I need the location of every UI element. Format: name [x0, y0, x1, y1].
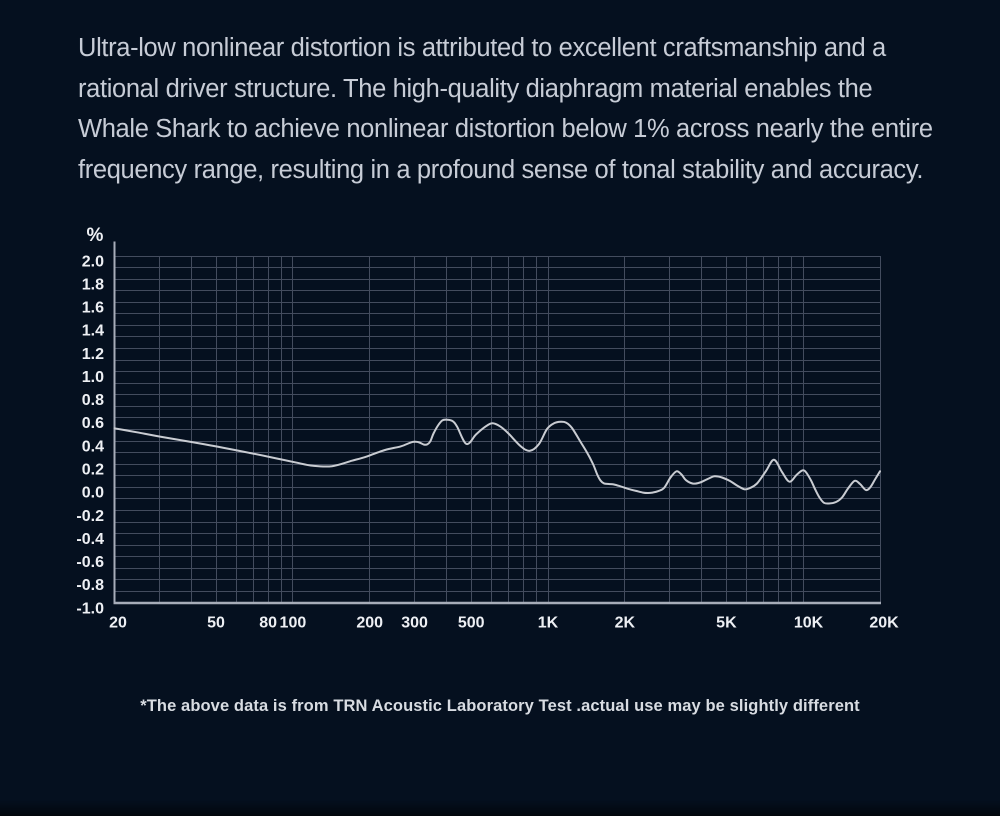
svg-text:-1.0: -1.0 — [76, 600, 104, 617]
svg-text:1.6: 1.6 — [82, 300, 104, 317]
svg-text:-0.8: -0.8 — [76, 577, 104, 594]
svg-text:200: 200 — [356, 615, 383, 632]
svg-text:0.2: 0.2 — [82, 462, 104, 479]
svg-text:300: 300 — [401, 615, 428, 632]
svg-text:1.4: 1.4 — [82, 323, 104, 340]
svg-text:10K: 10K — [794, 615, 824, 632]
svg-text:1K: 1K — [538, 615, 559, 632]
svg-text:80: 80 — [259, 615, 277, 632]
svg-text:100: 100 — [280, 615, 307, 632]
svg-text:20K: 20K — [869, 615, 899, 632]
svg-text:1.2: 1.2 — [82, 346, 104, 363]
svg-text:2.0: 2.0 — [82, 253, 104, 270]
svg-text:0.0: 0.0 — [82, 485, 104, 502]
svg-text:20: 20 — [109, 615, 127, 632]
svg-text:0.8: 0.8 — [82, 392, 104, 409]
svg-text:-0.6: -0.6 — [76, 554, 104, 571]
svg-text:0.4: 0.4 — [82, 438, 104, 455]
svg-text:1.0: 1.0 — [82, 369, 104, 386]
svg-text:%: % — [87, 225, 104, 246]
svg-text:-0.4: -0.4 — [76, 531, 104, 548]
svg-text:1.8: 1.8 — [82, 276, 104, 293]
svg-text:-0.2: -0.2 — [76, 508, 104, 525]
svg-text:50: 50 — [207, 615, 225, 632]
svg-text:5K: 5K — [716, 615, 737, 632]
svg-text:500: 500 — [458, 615, 485, 632]
svg-text:0.6: 0.6 — [82, 415, 104, 432]
svg-text:2K: 2K — [615, 615, 636, 632]
